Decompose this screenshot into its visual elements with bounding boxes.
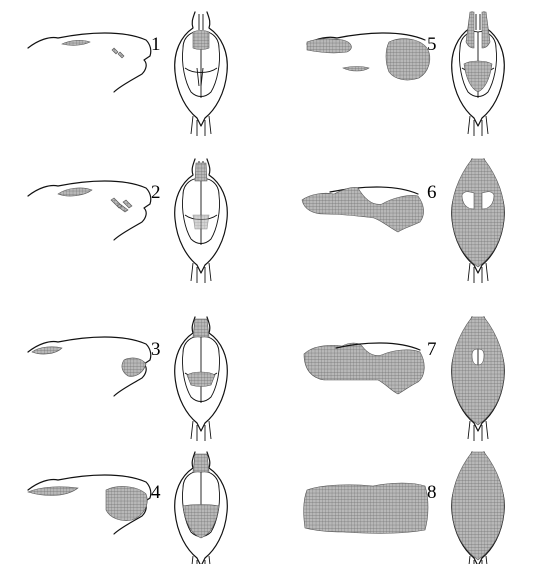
panel-1-side-view xyxy=(27,32,152,93)
panel-1: 1 xyxy=(27,11,228,137)
panel-2-label: 2 xyxy=(151,182,161,203)
panel-3-side-view xyxy=(27,336,152,397)
panel-5-label: 5 xyxy=(427,34,437,55)
panel-2-top-view xyxy=(174,158,228,284)
panel-3-label: 3 xyxy=(151,339,161,360)
panel-5-top-view xyxy=(451,11,505,137)
panel-4-side-view xyxy=(27,474,152,535)
panel-5: 5 xyxy=(306,11,505,137)
panel-6-label: 6 xyxy=(427,182,437,203)
panel-8: 8 xyxy=(303,451,505,564)
panel-2-side-view xyxy=(27,180,152,241)
panel-4: 4 xyxy=(27,451,228,564)
panel-6: 6 xyxy=(301,158,505,284)
panel-6-side-view xyxy=(301,186,424,233)
panel-3-top-view xyxy=(174,316,228,442)
panel-2: 2 xyxy=(27,158,228,284)
panel-3: 3 xyxy=(27,316,228,442)
panel-4-top-view xyxy=(174,451,228,564)
panel-5-side-view xyxy=(306,32,431,81)
panel-7-side-view xyxy=(303,342,425,395)
panel-7: 7 xyxy=(303,316,505,442)
panel-1-top-view xyxy=(174,11,228,137)
panel-7-label: 7 xyxy=(427,339,437,360)
panel-8-label: 8 xyxy=(427,482,437,503)
panel-8-top-view xyxy=(451,451,505,564)
panel-6-top-view xyxy=(451,158,505,284)
panel-8-side-view xyxy=(303,482,429,534)
panel-4-label: 4 xyxy=(151,482,161,503)
panel-7-top-view xyxy=(451,316,505,442)
panel-1-label: 1 xyxy=(151,34,161,55)
